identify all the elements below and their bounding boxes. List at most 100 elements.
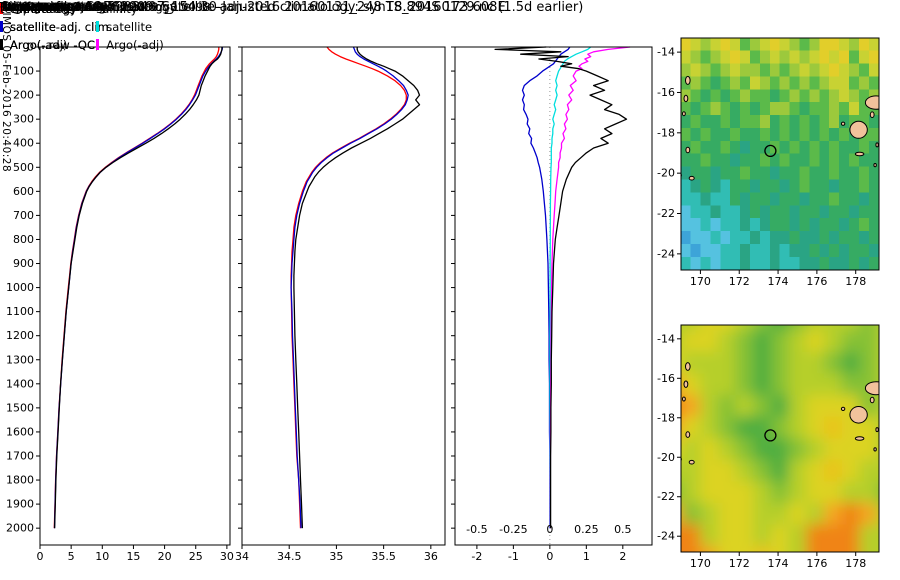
x-tick-label: 30	[220, 550, 234, 563]
depth-tick-label: 600	[13, 185, 34, 198]
island	[688, 175, 695, 181]
lat-tick-label: -22	[657, 207, 675, 220]
series-argo-raw-qc	[53, 47, 223, 529]
s-difference-axis-label: S difference from climatology	[0, 0, 170, 14]
lon-tick-label: 170	[690, 275, 711, 288]
lat-tick-label: -14	[657, 332, 675, 345]
salinity-axis-label: salinity	[0, 0, 44, 14]
x-tick-label: 25	[189, 550, 203, 563]
series-t-argo-adj	[494, 46, 628, 529]
project-annotation: US ARGO PROJECT	[0, 0, 107, 14]
island	[869, 111, 875, 118]
x-tick-label: 20	[158, 550, 172, 563]
legend-marker	[0, 3, 3, 14]
lon-tick-label: 172	[729, 275, 750, 288]
legend-label: satellite	[10, 20, 56, 34]
x-tick-label: 2	[619, 550, 626, 563]
depth-tick-label: 1500	[6, 401, 34, 414]
depth-tick-label: 1600	[6, 425, 34, 438]
lat-tick-label: -14	[657, 46, 675, 59]
island	[688, 459, 695, 465]
legend-marker	[96, 21, 100, 32]
legend-label: Argo(-adj)	[106, 38, 164, 52]
x-tick-label: 15	[126, 550, 140, 563]
sla-map: 170 172 174 176 178 -14 -16 -18 -20 -22 -24	[657, 324, 880, 570]
depth-tick-label: 2000	[6, 522, 34, 535]
series-argo-raw-qc	[293, 47, 421, 529]
depth-tick-label: 1800	[6, 474, 34, 487]
salinity-legend-column: salinity satellite Argo(-adj)	[96, 0, 164, 54]
x-tick-label: 34	[235, 550, 249, 563]
sla-map-cells	[681, 325, 879, 552]
island	[840, 121, 846, 126]
series-climatology	[53, 47, 220, 529]
sla-map-subtitle: Argo h1000: 0.0099 h2000: -0.0098	[0, 0, 211, 14]
legend-header: temperature	[0, 2, 73, 16]
x-tick-label: 0	[37, 550, 44, 563]
lat-tick-label: -16	[657, 372, 675, 385]
legend-item: satellite	[0, 18, 72, 36]
map-border	[680, 37, 880, 271]
figure-title: Argo profile: AO 5903407_154 30-Jan-2016…	[0, 0, 506, 15]
depth-tick-label: 1300	[6, 353, 34, 366]
legend-item: climatology	[0, 0, 112, 18]
legend-item: Argo(-adj)	[96, 36, 164, 54]
x-tick-label: -2	[471, 550, 482, 563]
temperature-axis-label: temperature (deg C)	[0, 0, 124, 14]
depth-tick-label: 300	[13, 113, 34, 126]
depth-tick-label: 800	[13, 233, 34, 246]
legend-marker	[0, 39, 3, 50]
legend-marker	[96, 39, 100, 50]
float-location-marker	[764, 429, 777, 442]
x-tick-label: 5	[68, 550, 75, 563]
figure-subtitle: Climatology: CARS2009. Satellite-adjuste…	[0, 0, 584, 15]
lat-tick-label: -24	[657, 530, 675, 543]
island	[873, 447, 877, 452]
legend-label: climatology	[10, 2, 77, 16]
axes-box	[39, 46, 231, 546]
lon-tick-label: 176	[806, 557, 827, 570]
lat-tick-label: -18	[657, 126, 675, 139]
legend-label: Argo(-adj)	[10, 38, 68, 52]
s-difference-tick-label: -0.25	[499, 523, 527, 536]
depth-tick-label: 0	[27, 41, 34, 54]
depth-tick-label: 500	[13, 161, 34, 174]
island	[682, 111, 686, 117]
depth-tick-label: 700	[13, 209, 34, 222]
island	[685, 75, 691, 85]
difference-profile: -2 -1 0 1 2 -0.5 -0.25 0 0.25 0.5	[451, 46, 653, 563]
series-climatology	[290, 46, 407, 529]
depth-tick-label: 100	[13, 65, 34, 78]
lat-tick-label: -20	[657, 167, 675, 180]
x-tick-label: 1	[583, 550, 590, 563]
temperature-profile: 0 5 10 15 20 25 300100200300400500600700800900…	[6, 41, 234, 564]
depth-tick-label: 1200	[6, 329, 34, 342]
legend-label: climatology	[10, 2, 77, 16]
series-t-satellite	[521, 46, 571, 529]
sst-map: 170 172 174 176 178 -14 -16 -18 -20 -22 -24	[657, 37, 880, 288]
depth-tick-label: 400	[13, 137, 34, 150]
lat-tick-label: -24	[657, 247, 675, 260]
island	[864, 381, 879, 396]
legend-item: satellite	[96, 18, 163, 36]
s-difference-tick-label: -0.5	[466, 523, 487, 536]
salinity-legend: climatology satellite-adj. clim. Argo(..…	[0, 0, 112, 54]
s-difference-tick-label: 0	[546, 523, 553, 536]
x-tick-label: -1	[508, 550, 519, 563]
island	[854, 151, 865, 157]
island	[869, 396, 875, 404]
x-tick-label: 0	[546, 550, 553, 563]
depth-tick-label: 200	[13, 89, 34, 102]
pi-annotation: PI: STEPHEN RISER	[0, 0, 109, 14]
island	[685, 362, 691, 371]
series-s-argo-adj	[549, 46, 631, 529]
lon-tick-label: 178	[845, 275, 866, 288]
t-difference-axis-label: T difference from climatology	[0, 0, 177, 14]
lon-tick-label: 176	[806, 275, 827, 288]
s-difference-tick-label: 0.5	[614, 523, 632, 536]
depth-tick-label: 1400	[6, 377, 34, 390]
lat-tick-label: -22	[657, 490, 675, 503]
axes-box	[241, 46, 446, 546]
s-difference-tick-label: 0.25	[574, 523, 599, 536]
